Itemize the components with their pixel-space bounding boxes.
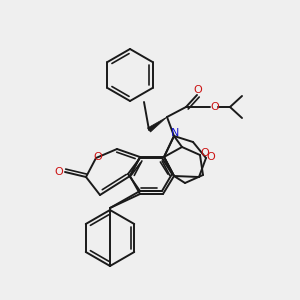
Text: O: O (201, 148, 209, 158)
Polygon shape (148, 117, 167, 132)
Text: O: O (211, 102, 219, 112)
Text: O: O (207, 152, 215, 162)
Text: O: O (55, 167, 63, 177)
Text: N: N (171, 128, 179, 138)
Text: O: O (194, 85, 202, 95)
Text: O: O (94, 152, 102, 162)
